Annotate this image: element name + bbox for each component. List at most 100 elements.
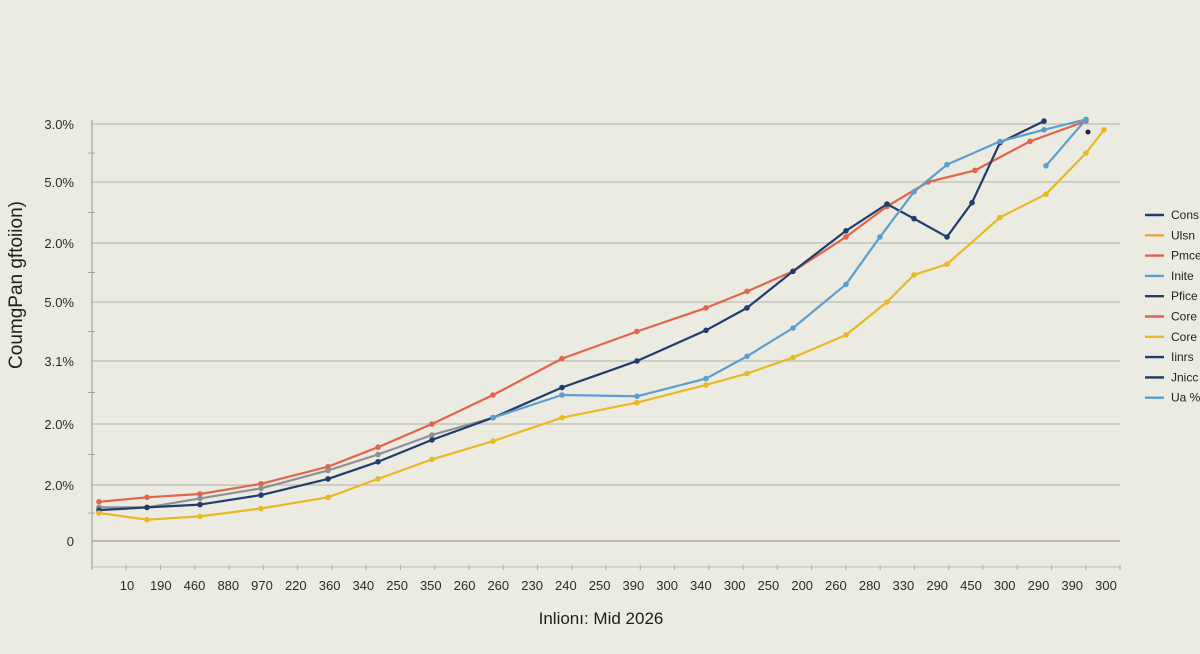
data-point (429, 456, 435, 463)
legend-label: Iinrs (1171, 350, 1194, 364)
data-point (325, 476, 331, 482)
data-point (96, 510, 102, 516)
data-point (790, 354, 796, 361)
data-point (197, 495, 203, 502)
x-tick-label: 330 (893, 578, 915, 593)
x-tick-label: 220 (285, 578, 307, 593)
data-point (1043, 163, 1049, 169)
legend-label: Ulsn (1171, 228, 1195, 242)
data-point (997, 214, 1003, 221)
x-tick-label: 390 (623, 578, 645, 593)
data-point (258, 481, 264, 487)
data-point (634, 393, 640, 400)
y-tick-label: 3.1% (44, 354, 74, 369)
data-point (634, 358, 640, 364)
legend-label: Core (1171, 310, 1197, 324)
y-axis-title: CoumgPan gftoiion) (6, 201, 27, 369)
x-tick-label: 250 (758, 578, 780, 593)
data-point (997, 138, 1003, 145)
data-point (843, 332, 849, 338)
data-point (429, 437, 435, 443)
data-point (790, 325, 796, 331)
data-point (1083, 116, 1089, 123)
data-point (258, 492, 264, 498)
x-tick-label: 350 (420, 578, 442, 593)
x-tick-label: 200 (791, 578, 813, 593)
y-tick-label: 0 (67, 534, 74, 549)
data-point (944, 261, 950, 268)
x-tick-label: 880 (217, 578, 239, 593)
x-tick-label: 460 (184, 578, 206, 593)
legend-label: Pmce (1171, 249, 1200, 263)
series-line (492, 118, 1087, 419)
data-point (1041, 118, 1047, 124)
series-line (98, 120, 1087, 503)
data-point (744, 353, 750, 360)
data-point (258, 485, 264, 492)
legend-label: Inite (1171, 269, 1194, 283)
data-point (559, 355, 565, 362)
series-line (99, 416, 494, 509)
data-point (144, 504, 150, 511)
data-point (375, 459, 381, 465)
x-tick-label: 10 (120, 578, 134, 593)
data-point (559, 392, 565, 398)
legend-label: Core (1171, 330, 1197, 344)
y-tick-label: 5.0% (44, 175, 74, 190)
x-tick-label: 300 (1095, 578, 1117, 593)
data-point (490, 414, 496, 421)
x-tick-label: 300 (724, 578, 746, 593)
data-point (375, 444, 381, 451)
data-point (843, 234, 849, 240)
data-point (843, 228, 849, 234)
data-point (144, 494, 150, 501)
data-point (375, 451, 381, 458)
legend: Cons Ulsn Pmce Inite Pfice Core Core Iinrs Jnicc… (1145, 208, 1200, 405)
legend-label: Ua % (1171, 391, 1200, 405)
data-point (258, 505, 264, 512)
y-tick-label: 2.0% (44, 417, 74, 432)
data-point (790, 268, 796, 275)
x-tick-label: 240 (555, 578, 577, 593)
x-tick-label: 340 (690, 578, 712, 593)
x-tick-label: 390 (1061, 578, 1083, 593)
data-point (197, 491, 203, 497)
data-point (325, 467, 331, 474)
data-point (429, 432, 435, 438)
data-point (144, 516, 150, 523)
data-point (884, 299, 890, 305)
y-tick-label: 5.0% (44, 295, 74, 310)
x-tick-label: 970 (251, 578, 273, 593)
x-tick-label: 360 (319, 578, 341, 593)
x-tick-label: 450 (960, 578, 982, 593)
x-tick-label: 340 (352, 578, 374, 593)
data-point (744, 288, 750, 295)
data-point (884, 201, 890, 207)
x-tick-label: 260 (454, 578, 476, 593)
x-tick-label: 260 (825, 578, 847, 593)
data-point (634, 328, 640, 335)
gridlines (88, 120, 1120, 570)
data-point (1041, 127, 1047, 133)
x-axis-title: Inlionı: Mid 2026 (539, 609, 664, 628)
x-tick-label: 290 (1028, 578, 1050, 593)
legend-label: Cons (1171, 208, 1199, 222)
x-tick-label: 300 (994, 578, 1016, 593)
data-point (197, 501, 203, 508)
data-point (375, 476, 381, 482)
data-point (559, 414, 565, 421)
data-point (703, 375, 709, 382)
data-point (972, 167, 978, 174)
data-point (490, 392, 496, 398)
data-point (1043, 191, 1049, 197)
series-lines (96, 116, 1107, 523)
data-point (1085, 129, 1091, 135)
x-tick-label: 250 (589, 578, 611, 593)
data-point (911, 189, 917, 195)
x-tick-label: 280 (859, 578, 881, 593)
series-line (1045, 118, 1087, 167)
data-point (969, 199, 975, 206)
data-point (1027, 138, 1033, 145)
series-line (98, 129, 1105, 521)
